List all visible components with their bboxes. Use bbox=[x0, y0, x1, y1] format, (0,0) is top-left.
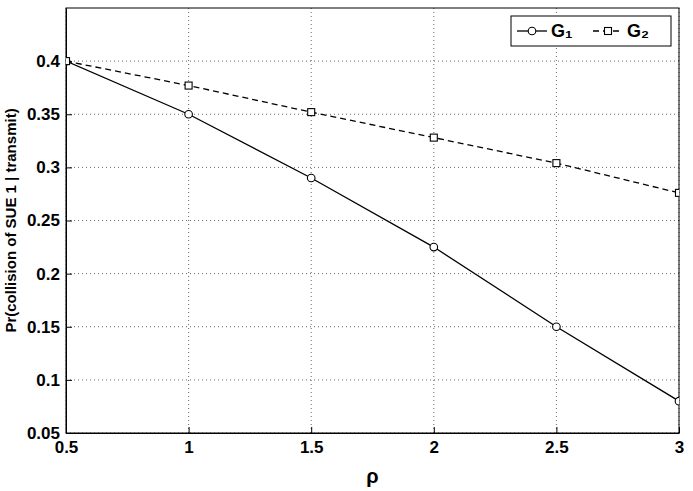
y-axis-title: Pr(collision of SUE 1 | transmit) bbox=[2, 108, 19, 332]
x-tick-label: 3 bbox=[675, 438, 684, 457]
x-tick: 2.5 bbox=[545, 427, 569, 457]
y-tick-label: 0.35 bbox=[27, 105, 60, 124]
legend-label: G₂ bbox=[627, 21, 649, 41]
y-tick: 0.05 bbox=[27, 424, 72, 443]
y-tick: 0.1 bbox=[36, 371, 72, 390]
y-grid-line bbox=[66, 167, 679, 168]
x-tick: 1.5 bbox=[300, 427, 324, 457]
y-tick-mark bbox=[66, 221, 72, 222]
legend: G₁ G₂ bbox=[511, 16, 671, 46]
legend-marker bbox=[605, 28, 612, 35]
y-tick: 0.3 bbox=[36, 158, 72, 177]
grid bbox=[66, 8, 679, 433]
y-tick-label: 0.3 bbox=[36, 158, 60, 177]
y-tick: 0.2 bbox=[36, 265, 72, 284]
x-axis-line bbox=[67, 433, 680, 434]
x-grid-line bbox=[556, 8, 557, 433]
series-marker bbox=[430, 243, 438, 251]
y-tick: 0.25 bbox=[27, 211, 72, 230]
legend-box bbox=[511, 16, 671, 46]
series-marker bbox=[430, 134, 437, 141]
y-tick-mark bbox=[66, 380, 72, 381]
data-layer bbox=[66, 57, 679, 405]
y-tick-label: 0.1 bbox=[36, 371, 60, 390]
x-tick-label: 2.5 bbox=[545, 438, 569, 457]
series-marker bbox=[66, 58, 70, 65]
x-tick-mark bbox=[434, 427, 435, 433]
series-marker bbox=[553, 323, 561, 331]
legend-marker bbox=[528, 27, 536, 35]
x-tick-label: 1 bbox=[184, 438, 193, 457]
x-grid-line bbox=[188, 8, 189, 433]
x-tick-mark bbox=[556, 427, 557, 433]
y-tick-mark bbox=[66, 114, 72, 115]
series-marker bbox=[675, 397, 679, 405]
y-axis: 0.05 0.1 0.15 0.2 0.25 0.3 0.35 0.4 bbox=[27, 9, 72, 443]
x-tick-label: 2 bbox=[430, 438, 439, 457]
series-marker bbox=[185, 82, 192, 89]
y-grid-line bbox=[66, 220, 679, 221]
plot: 0.511.522.530.050.10.150.20.250.30.350.4… bbox=[27, 8, 684, 457]
legend-label: G₁ bbox=[551, 21, 572, 41]
series-line bbox=[66, 61, 679, 193]
y-tick-label: 0.15 bbox=[27, 318, 60, 337]
x-tick: 2 bbox=[430, 427, 439, 457]
x-tick-label: 1.5 bbox=[300, 438, 324, 457]
series-marker bbox=[66, 57, 70, 65]
y-tick-label: 0.25 bbox=[27, 211, 60, 230]
chart: 0.511.522.530.050.10.150.20.250.30.350.4… bbox=[0, 0, 693, 491]
x-tick-mark bbox=[679, 427, 680, 433]
series-line bbox=[66, 61, 679, 401]
x-tick-mark bbox=[311, 427, 312, 433]
y-tick-mark bbox=[66, 274, 72, 275]
y-grid-line bbox=[66, 61, 679, 62]
x-axis: 0.511.522.53 bbox=[55, 427, 685, 457]
y-grid-line bbox=[66, 326, 679, 327]
y-grid-line bbox=[66, 114, 679, 115]
y-tick-mark bbox=[66, 167, 72, 168]
series-marker bbox=[553, 160, 560, 167]
series-marker bbox=[676, 189, 680, 196]
y-tick-label: 0.2 bbox=[36, 265, 60, 284]
plot-background bbox=[66, 8, 679, 433]
y-tick-label: 0.4 bbox=[36, 52, 60, 71]
y-grid-line bbox=[66, 273, 679, 274]
y-tick: 0.15 bbox=[27, 318, 72, 337]
y-tick-mark bbox=[66, 327, 72, 328]
y-tick: 0.4 bbox=[36, 52, 72, 71]
x-tick-mark bbox=[189, 427, 190, 433]
plot-frame bbox=[66, 8, 679, 433]
y-tick: 0.35 bbox=[27, 105, 72, 124]
series-marker bbox=[308, 109, 315, 116]
series-marker bbox=[185, 110, 193, 118]
x-tick: 1 bbox=[184, 427, 193, 457]
y-tick-mark bbox=[66, 433, 72, 434]
series-marker bbox=[307, 174, 315, 182]
x-tick: 3 bbox=[675, 427, 684, 457]
y-grid-line bbox=[66, 379, 679, 380]
x-axis-title: ρ bbox=[366, 465, 378, 487]
y-tick-label: 0.05 bbox=[27, 424, 60, 443]
